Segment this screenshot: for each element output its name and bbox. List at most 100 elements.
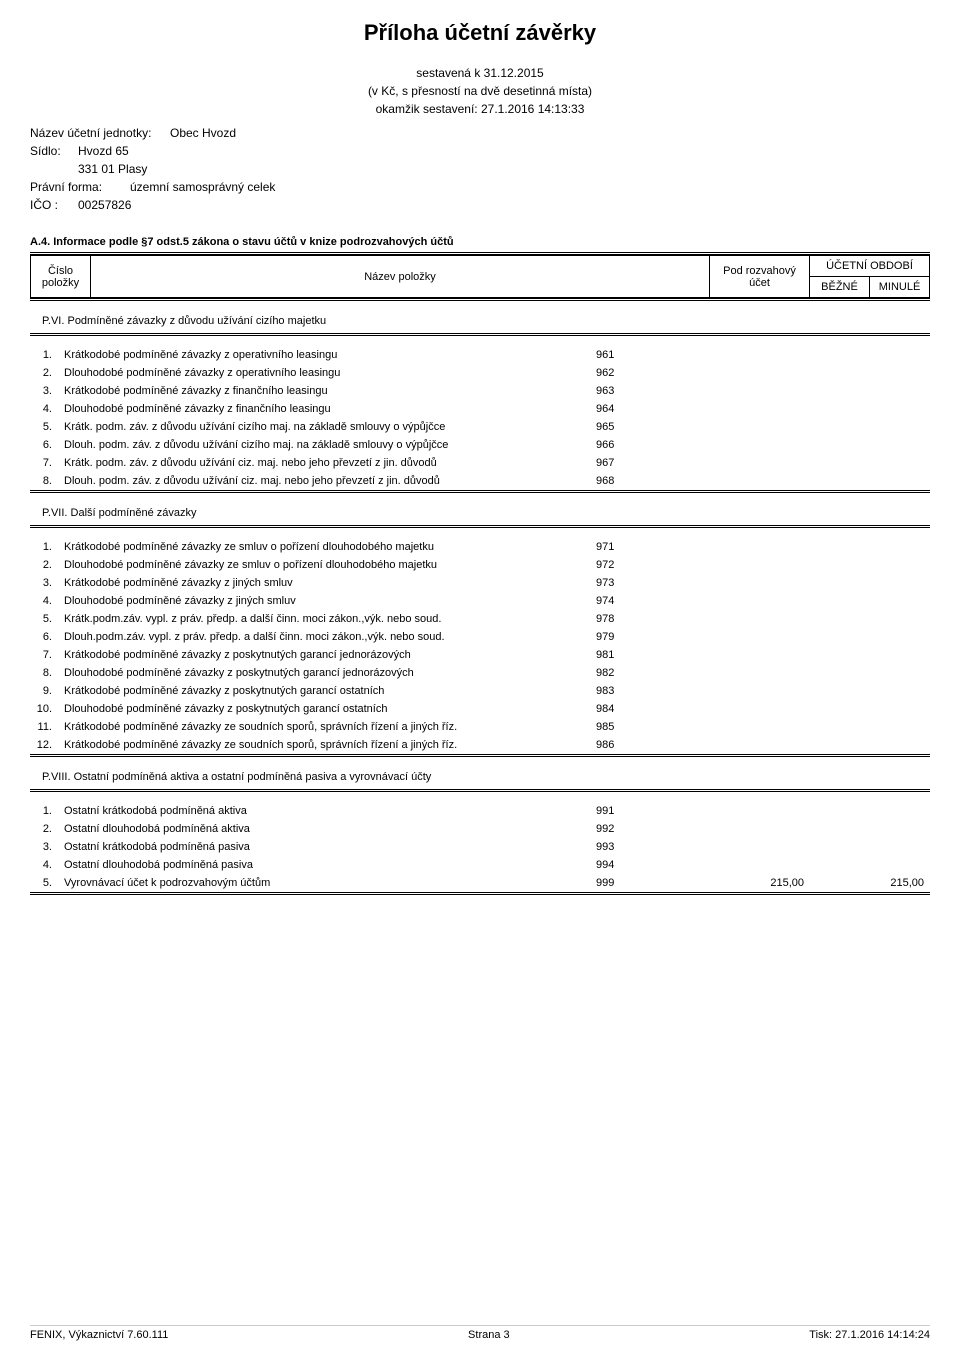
row-label: Dlouh. podm. záv. z důvodu užívání cizíh…: [58, 436, 590, 454]
divider: [30, 490, 930, 493]
row-account: 985: [590, 718, 690, 736]
group-title: P.VIII. Ostatní podmíněná aktiva a ostat…: [42, 771, 930, 783]
table-row: 4.Ostatní dlouhodobá podmíněná pasiva994: [30, 856, 930, 874]
table-row: 3.Krátkodobé podmíněné závazky z finančn…: [30, 382, 930, 400]
row-minule: [810, 382, 930, 400]
row-minule: [810, 856, 930, 874]
row-minule: [810, 592, 930, 610]
row-number: 1.: [30, 346, 58, 364]
row-minule: [810, 364, 930, 382]
row-number: 7.: [30, 454, 58, 472]
row-minule: [810, 436, 930, 454]
group-title: P.VII. Další podmíněné závazky: [42, 507, 930, 519]
row-minule: [810, 400, 930, 418]
table-row: 2.Dlouhodobé podmíněné závazky ze smluv …: [30, 556, 930, 574]
row-minule: [810, 802, 930, 820]
table-row: 8.Dlouhodobé podmíněné závazky z poskytn…: [30, 664, 930, 682]
table-row: 9.Krátkodobé podmíněné závazky z poskytn…: [30, 682, 930, 700]
row-number: 1.: [30, 802, 58, 820]
table-row: 8.Dlouh. podm. záv. z důvodu užívání ciz…: [30, 472, 930, 490]
row-number: 4.: [30, 856, 58, 874]
row-minule: [810, 718, 930, 736]
entity-form-label: Právní forma:: [30, 178, 130, 196]
row-label: Vyrovnávací účet k podrozvahovým účtům: [58, 874, 590, 892]
row-bezne: [690, 436, 810, 454]
row-label: Dlouh.podm.záv. vypl. z práv. předp. a d…: [58, 628, 590, 646]
hdr-nazev: Název položky: [91, 256, 710, 298]
row-account: 966: [590, 436, 690, 454]
row-minule: [810, 346, 930, 364]
row-minule: [810, 610, 930, 628]
row-minule: [810, 454, 930, 472]
row-number: 11.: [30, 718, 58, 736]
row-account: 965: [590, 418, 690, 436]
row-number: 6.: [30, 436, 58, 454]
table-row: 1.Krátkodobé podmíněné závazky ze smluv …: [30, 538, 930, 556]
row-bezne: [690, 610, 810, 628]
row-account: 994: [590, 856, 690, 874]
hdr-cislo: Číslo položky: [31, 256, 91, 298]
table-row: 3.Krátkodobé podmíněné závazky z jiných …: [30, 574, 930, 592]
row-minule: [810, 664, 930, 682]
row-number: 8.: [30, 664, 58, 682]
meta-lines: sestavená k 31.12.2015 (v Kč, s přesnost…: [30, 64, 930, 118]
table-row: 11.Krátkodobé podmíněné závazky ze soudn…: [30, 718, 930, 736]
entity-seat-label: Sídlo:: [30, 142, 78, 160]
table-row: 5.Vyrovnávací účet k podrozvahovým účtům…: [30, 874, 930, 892]
footer-center: Strana 3: [468, 1329, 510, 1341]
row-minule: [810, 556, 930, 574]
row-minule: [810, 820, 930, 838]
row-bezne: [690, 718, 810, 736]
row-account: 967: [590, 454, 690, 472]
footer-right: Tisk: 27.1.2016 14:14:24: [809, 1329, 930, 1341]
entity-ico-value: 00257826: [78, 196, 131, 214]
row-account: 968: [590, 472, 690, 490]
row-bezne: [690, 628, 810, 646]
row-bezne: [690, 346, 810, 364]
row-label: Krátkodobé podmíněné závazky z jiných sm…: [58, 574, 590, 592]
row-number: 2.: [30, 820, 58, 838]
row-label: Ostatní krátkodobá podmíněná pasiva: [58, 838, 590, 856]
table-row: 2.Ostatní dlouhodobá podmíněná aktiva992: [30, 820, 930, 838]
row-account: 981: [590, 646, 690, 664]
row-bezne: [690, 364, 810, 382]
row-minule: [810, 646, 930, 664]
row-label: Dlouh. podm. záv. z důvodu užívání ciz. …: [58, 472, 590, 490]
row-label: Krátkodobé podmíněné závazky ze smluv o …: [58, 538, 590, 556]
entity-name-value: Obec Hvozd: [170, 124, 236, 142]
table-row: 6.Dlouh. podm. záv. z důvodu užívání ciz…: [30, 436, 930, 454]
row-number: 5.: [30, 418, 58, 436]
row-bezne: [690, 592, 810, 610]
row-bezne: [690, 802, 810, 820]
entity-seat-line2: 331 01 Plasy: [78, 160, 930, 178]
hdr-cislo-2: položky: [42, 277, 79, 289]
row-number: 3.: [30, 382, 58, 400]
row-label: Krátk.podm.záv. vypl. z práv. předp. a d…: [58, 610, 590, 628]
row-number: 5.: [30, 874, 58, 892]
row-label: Krátkodobé podmíněné závazky z finančníh…: [58, 382, 590, 400]
row-account: 971: [590, 538, 690, 556]
footer: FENIX, Výkaznictví 7.60.111 Strana 3 Tis…: [30, 1325, 930, 1341]
row-number: 2.: [30, 364, 58, 382]
hdr-obdobi: ÚČETNÍ OBDOBÍ: [810, 256, 930, 277]
table-row: 3.Ostatní krátkodobá podmíněná pasiva993: [30, 838, 930, 856]
row-bezne: [690, 700, 810, 718]
meta-line: okamžik sestavení: 27.1.2016 14:13:33: [30, 100, 930, 118]
data-table: 1.Krátkodobé podmíněné závazky z operati…: [30, 346, 930, 490]
data-table: 1.Krátkodobé podmíněné závazky ze smluv …: [30, 538, 930, 754]
table-row: 1.Krátkodobé podmíněné závazky z operati…: [30, 346, 930, 364]
row-account: 974: [590, 592, 690, 610]
row-number: 9.: [30, 682, 58, 700]
row-minule: [810, 418, 930, 436]
row-bezne: [690, 682, 810, 700]
row-number: 3.: [30, 838, 58, 856]
row-bezne: [690, 382, 810, 400]
row-account: 992: [590, 820, 690, 838]
row-number: 2.: [30, 556, 58, 574]
row-label: Krátk. podm. záv. z důvodu užívání ciz. …: [58, 454, 590, 472]
row-account: 961: [590, 346, 690, 364]
row-number: 1.: [30, 538, 58, 556]
row-label: Krátkodobé podmíněné závazky z poskytnut…: [58, 682, 590, 700]
row-label: Ostatní krátkodobá podmíněná aktiva: [58, 802, 590, 820]
row-label: Krátkodobé podmíněné závazky z operativn…: [58, 346, 590, 364]
